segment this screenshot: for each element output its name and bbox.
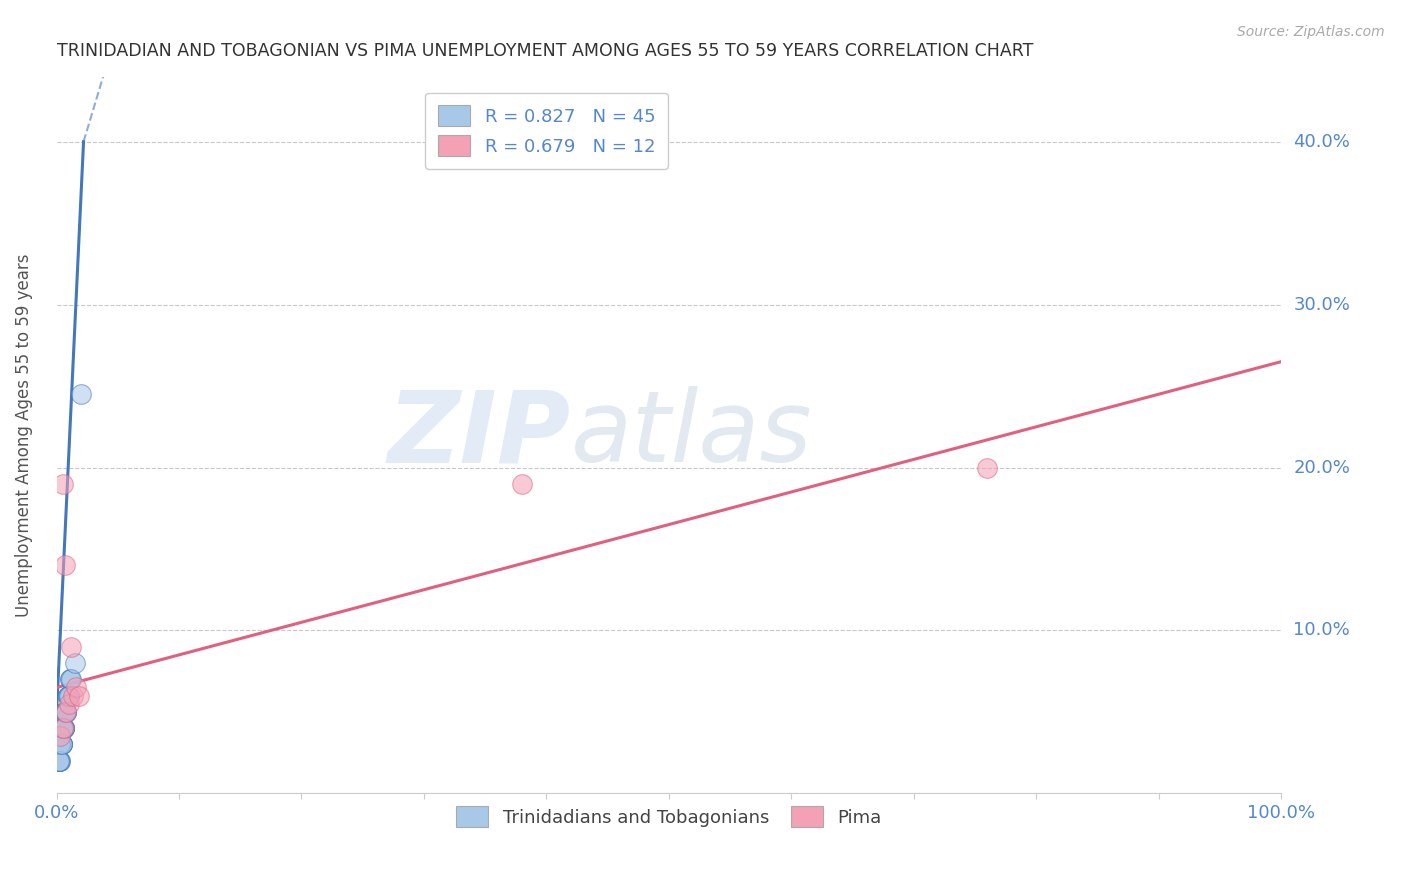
Legend: Trinidadians and Tobagonians, Pima: Trinidadians and Tobagonians, Pima bbox=[449, 799, 889, 835]
Point bbox=[49, 729, 72, 743]
Point bbox=[49, 754, 72, 768]
Text: 10.0%: 10.0% bbox=[1294, 622, 1350, 640]
Point bbox=[48, 754, 70, 768]
Point bbox=[53, 558, 76, 573]
Point bbox=[56, 689, 79, 703]
Point bbox=[52, 476, 75, 491]
Point bbox=[59, 673, 82, 687]
Point bbox=[49, 738, 72, 752]
Point bbox=[56, 689, 79, 703]
Point bbox=[60, 640, 83, 654]
Point bbox=[49, 738, 72, 752]
Point bbox=[52, 721, 75, 735]
Point bbox=[52, 721, 75, 735]
Point bbox=[58, 689, 80, 703]
Point bbox=[67, 689, 90, 703]
Point bbox=[62, 689, 84, 703]
Point bbox=[58, 689, 80, 703]
Point bbox=[70, 387, 93, 401]
Text: TRINIDADIAN AND TOBAGONIAN VS PIMA UNEMPLOYMENT AMONG AGES 55 TO 59 YEARS CORREL: TRINIDADIAN AND TOBAGONIAN VS PIMA UNEMP… bbox=[56, 42, 1033, 60]
Point bbox=[51, 738, 73, 752]
Point bbox=[976, 460, 998, 475]
Point bbox=[52, 721, 75, 735]
Point bbox=[52, 721, 75, 735]
Point bbox=[55, 705, 77, 719]
Point bbox=[52, 721, 75, 735]
Point bbox=[55, 705, 77, 719]
Point bbox=[53, 705, 76, 719]
Point bbox=[510, 476, 533, 491]
Point bbox=[53, 705, 76, 719]
Point bbox=[53, 705, 76, 719]
Text: 20.0%: 20.0% bbox=[1294, 458, 1350, 476]
Point bbox=[52, 721, 75, 735]
Y-axis label: Unemployment Among Ages 55 to 59 years: Unemployment Among Ages 55 to 59 years bbox=[15, 253, 32, 616]
Point bbox=[48, 754, 70, 768]
Point bbox=[49, 754, 72, 768]
Point bbox=[52, 721, 75, 735]
Point bbox=[52, 721, 75, 735]
Point bbox=[53, 705, 76, 719]
Text: atlas: atlas bbox=[571, 386, 813, 483]
Point bbox=[65, 681, 87, 695]
Point bbox=[53, 705, 76, 719]
Point bbox=[58, 689, 80, 703]
Text: ZIP: ZIP bbox=[388, 386, 571, 483]
Point bbox=[59, 673, 82, 687]
Point bbox=[51, 738, 73, 752]
Text: Source: ZipAtlas.com: Source: ZipAtlas.com bbox=[1237, 25, 1385, 39]
Point bbox=[52, 721, 75, 735]
Point bbox=[51, 738, 73, 752]
Point bbox=[60, 673, 83, 687]
Point bbox=[48, 754, 70, 768]
Point bbox=[51, 738, 73, 752]
Text: 40.0%: 40.0% bbox=[1294, 133, 1350, 151]
Point bbox=[56, 689, 79, 703]
Point bbox=[51, 738, 73, 752]
Text: 30.0%: 30.0% bbox=[1294, 295, 1350, 314]
Point bbox=[55, 705, 77, 719]
Point bbox=[63, 656, 86, 670]
Point bbox=[52, 705, 75, 719]
Point bbox=[55, 705, 77, 719]
Point bbox=[49, 738, 72, 752]
Point bbox=[55, 705, 77, 719]
Point bbox=[52, 721, 75, 735]
Point bbox=[52, 721, 75, 735]
Point bbox=[49, 738, 72, 752]
Point bbox=[58, 697, 80, 711]
